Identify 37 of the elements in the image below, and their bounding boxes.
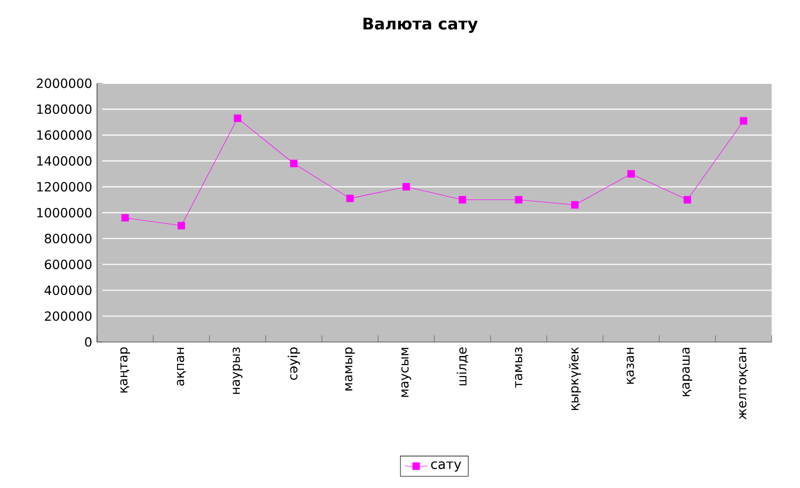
legend-label: сату bbox=[431, 461, 462, 472]
x-tick-label: наурыз bbox=[232, 347, 242, 394]
point bbox=[234, 114, 242, 122]
point bbox=[402, 183, 410, 191]
y-tick-label: 1600000 bbox=[37, 130, 92, 140]
x-tick-label: қазан bbox=[626, 348, 636, 384]
y-tick-label: 600000 bbox=[44, 260, 92, 270]
x-tick-label: шілде bbox=[456, 347, 468, 386]
y-tick-label: 1800000 bbox=[37, 104, 92, 114]
point bbox=[627, 170, 635, 178]
point bbox=[684, 196, 692, 204]
y-tick-label: 0 bbox=[85, 337, 92, 347]
point bbox=[458, 196, 466, 204]
point bbox=[290, 160, 298, 168]
point bbox=[740, 117, 748, 125]
x-tick-label: сәуір bbox=[288, 347, 300, 380]
point bbox=[346, 194, 354, 202]
x-tick-label: қаңтар bbox=[120, 347, 130, 393]
y-tick-label: 2000000 bbox=[36, 78, 92, 88]
y-tick-label: 200000 bbox=[44, 311, 92, 321]
x-tick-label: маусым bbox=[401, 348, 412, 397]
y-tick-label: 400000 bbox=[44, 285, 92, 296]
point bbox=[121, 214, 129, 222]
y-tick-label: 1000000 bbox=[37, 208, 92, 218]
chart-title: Валюта сату bbox=[364, 18, 478, 33]
x-tick-label: қараша bbox=[682, 348, 692, 396]
x-tick-label: мамыр bbox=[345, 347, 355, 390]
point bbox=[178, 222, 186, 230]
point bbox=[514, 196, 522, 204]
point bbox=[571, 201, 579, 209]
x-tick-label: қыркүйек bbox=[568, 347, 582, 410]
x-tick-label: тамыз bbox=[515, 347, 522, 388]
x-tick-label: ақпан bbox=[176, 348, 186, 386]
y-tick-label: 800000 bbox=[44, 234, 92, 244]
y-tick-label: 1400000 bbox=[37, 156, 92, 166]
x-tick-label: желтоқсан bbox=[739, 348, 748, 420]
y-tick-label: 1200000 bbox=[37, 182, 92, 192]
